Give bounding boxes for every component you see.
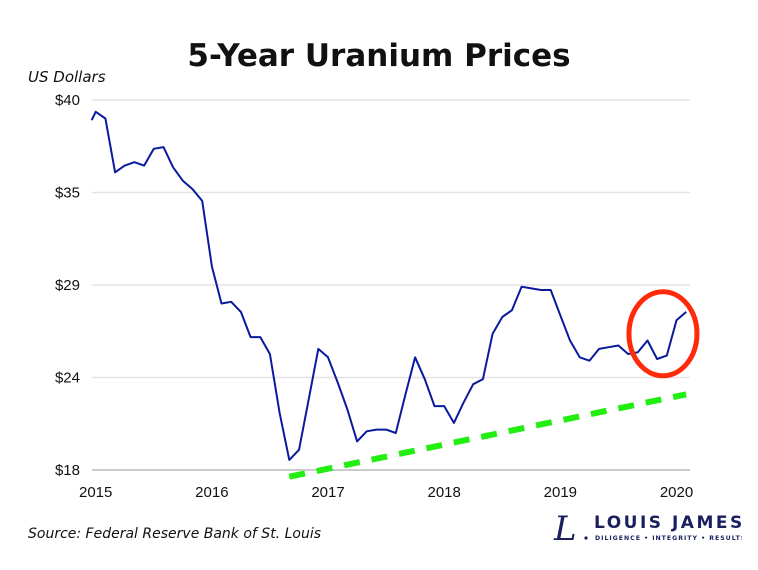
x-tick-label: 2018 xyxy=(427,484,460,501)
x-tick-label: 2017 xyxy=(311,484,344,501)
x-tick-label: 2020 xyxy=(660,484,693,501)
y-tick-label: $40 xyxy=(55,92,80,109)
chart-title: 5-Year Uranium Prices xyxy=(187,38,571,74)
trendline xyxy=(288,391,687,480)
highlight-circle xyxy=(626,289,700,379)
x-tick-label: 2019 xyxy=(544,484,577,501)
y-tick-label: $35 xyxy=(55,185,80,202)
y-tick-label: $29 xyxy=(55,277,80,294)
svg-text:DILIGENCE • INTEGRITY • RESULT: DILIGENCE • INTEGRITY • RESULTS xyxy=(595,535,742,542)
louis-james-logo: L LOUIS JAMES DILIGENCE • INTEGRITY • RE… xyxy=(553,509,742,548)
y-axis-label: US Dollars xyxy=(28,68,106,86)
y-tick-label: $18 xyxy=(55,462,80,479)
y-tick-label: $24 xyxy=(55,370,80,387)
source-note: Source: Federal Reserve Bank of St. Loui… xyxy=(28,526,322,542)
svg-text:L: L xyxy=(553,509,577,548)
svg-text:LOUIS JAMES: LOUIS JAMES xyxy=(594,513,742,533)
x-tick-label: 2015 xyxy=(79,484,112,501)
price-line xyxy=(90,110,687,461)
x-tick-label: 2016 xyxy=(195,484,228,501)
